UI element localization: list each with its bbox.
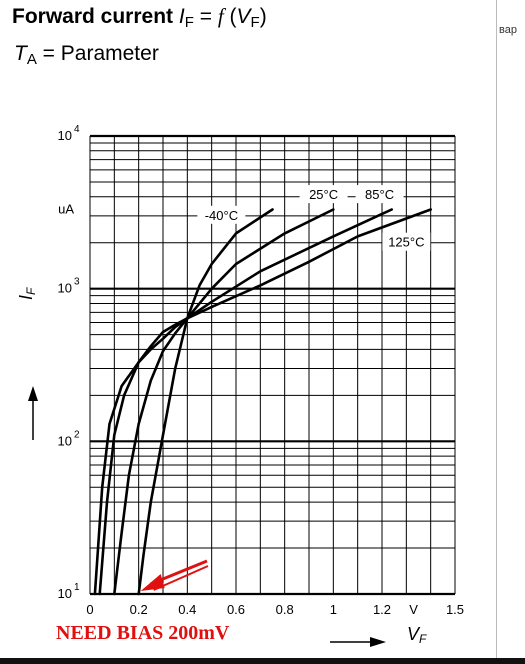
title-var-sub: F bbox=[184, 14, 194, 31]
series-label-bg bbox=[197, 205, 246, 224]
series-label-bg bbox=[382, 232, 431, 251]
title-arg: V bbox=[236, 5, 251, 28]
chart-title: Forward current IF = f (VF) bbox=[12, 4, 267, 31]
series-label: 85°C bbox=[365, 187, 394, 202]
y-label-sub: F bbox=[24, 287, 38, 295]
x-unit-label: V bbox=[409, 602, 418, 617]
y-tick-exponent: 1 bbox=[74, 582, 80, 593]
grid-minor bbox=[89, 136, 456, 594]
series-line bbox=[98, 208, 393, 596]
y-unit-label: uA bbox=[58, 202, 74, 217]
subtitle-sub: A bbox=[26, 51, 37, 68]
series-label: 125°C bbox=[388, 235, 424, 250]
chart-subtitle: TA = Parameter bbox=[14, 42, 159, 68]
title-arg-sub: F bbox=[250, 14, 260, 31]
title-paren-close: ) bbox=[259, 5, 267, 28]
x-tick-label: 1.2 bbox=[373, 602, 391, 617]
title-paren-open: ( bbox=[223, 5, 237, 28]
x-axis-label: VF bbox=[407, 624, 426, 646]
title-var: I bbox=[178, 5, 185, 28]
bottom-strip bbox=[0, 658, 525, 664]
series-label: -40°C bbox=[205, 208, 238, 223]
x-label-var: V bbox=[407, 624, 420, 644]
x-tick-label: 1.5 bbox=[446, 602, 464, 617]
y-tick-exponent: 4 bbox=[74, 124, 80, 135]
series-label: 25°C bbox=[309, 187, 338, 202]
series-label-bg bbox=[355, 185, 404, 204]
x-tick-label: 0.6 bbox=[227, 602, 245, 617]
truncated-side-text: вар bbox=[499, 24, 517, 36]
x-arrow-head bbox=[370, 637, 386, 647]
subtitle-var: T bbox=[14, 42, 27, 65]
series-lines bbox=[93, 208, 432, 596]
y-arrow-head bbox=[28, 386, 38, 401]
subtitle-rest: = Parameter bbox=[36, 42, 159, 65]
x-tick-label: 0.8 bbox=[276, 602, 294, 617]
series-line bbox=[137, 208, 274, 596]
series-label-bg bbox=[299, 185, 348, 204]
y-tick-exponent: 3 bbox=[74, 277, 80, 288]
x-tick-label: 0.4 bbox=[178, 602, 196, 617]
grid-major bbox=[90, 134, 455, 596]
series-line bbox=[113, 208, 335, 596]
y-tick-exponent: 2 bbox=[74, 429, 80, 440]
y-axis-label: IF bbox=[16, 288, 38, 300]
annotation-arrow bbox=[140, 559, 209, 591]
x-tick-label: 0.2 bbox=[130, 602, 148, 617]
series-line bbox=[93, 208, 432, 596]
x-tick-label: 1 bbox=[330, 602, 337, 617]
title-eq: = bbox=[193, 5, 218, 28]
series-labels: -40°C 25°C 85°C 125°C bbox=[197, 185, 431, 251]
bias-note: NEED BIAS 200mV bbox=[56, 622, 230, 644]
annotation-arrow-head bbox=[140, 574, 165, 591]
y-tick-label: 10 bbox=[58, 586, 72, 601]
y-tick-label: 10 bbox=[58, 128, 72, 143]
x-tick-label: 0 bbox=[86, 602, 93, 617]
title-bold: Forward current bbox=[12, 5, 174, 28]
y-tick-label: 10 bbox=[58, 281, 72, 296]
x-label-sub: F bbox=[419, 632, 427, 646]
y-label-var: I bbox=[16, 294, 36, 300]
title-func: f bbox=[217, 4, 224, 28]
y-tick-label: 10 bbox=[58, 433, 72, 448]
window-edge bbox=[496, 0, 497, 664]
